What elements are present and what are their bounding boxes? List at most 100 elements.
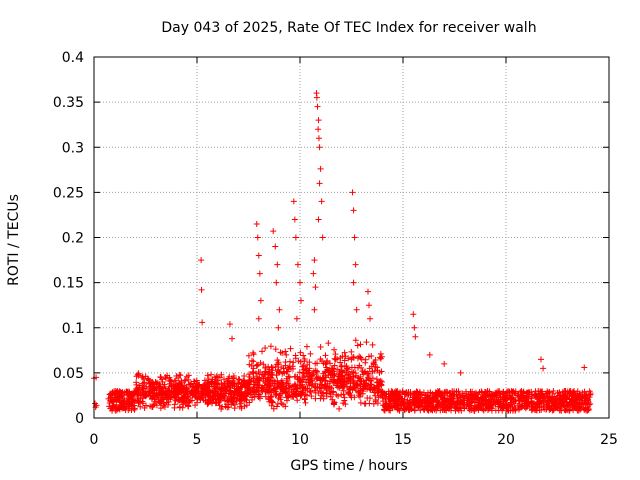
data-point [525,399,532,406]
data-point [159,396,166,403]
data-point [345,390,352,397]
data-point [558,407,565,414]
data-point [252,370,259,377]
data-point [369,387,376,394]
data-point [214,380,221,387]
data-point [206,393,213,400]
data-point [434,405,441,412]
data-point [285,373,292,380]
data-point [331,362,338,369]
data-point [113,401,120,408]
data-point [206,386,213,393]
data-point [198,286,205,293]
data-point [497,404,504,411]
data-point [346,390,353,397]
data-point [320,370,327,377]
data-point [391,389,398,396]
data-point [509,389,516,396]
data-point [231,394,238,401]
data-point [348,368,355,375]
data-point [235,376,242,383]
data-point [507,399,514,406]
data-point [207,399,214,406]
data-point [185,376,192,383]
data-point [275,395,282,402]
data-point [311,387,318,394]
data-point [133,381,140,388]
data-point [283,388,290,395]
data-point [361,369,368,376]
data-point [259,348,266,355]
data-point [134,384,141,391]
data-point [147,388,154,395]
data-point [129,403,136,410]
data-point [313,94,320,101]
data-point [372,396,379,403]
data-point [265,379,272,386]
data-point [112,407,119,414]
data-point [303,392,310,399]
data-point [347,375,354,382]
data-point [269,377,276,384]
data-point [566,391,573,398]
data-point [186,381,193,388]
data-point [473,403,480,410]
data-point [342,353,349,360]
data-point [279,384,286,391]
data-point [350,279,357,286]
data-point [125,400,132,407]
data-point [340,400,347,407]
data-point [371,359,378,366]
data-point [199,388,206,395]
data-point [154,380,161,387]
data-point [345,371,352,378]
data-point [390,402,397,409]
data-point [231,380,238,387]
data-point [443,404,450,410]
data-point [304,373,311,380]
data-point [116,406,123,413]
data-point [265,369,272,376]
chart-title: Day 043 of 2025, Rate Of TEC Index for r… [161,20,536,36]
data-point [316,144,323,151]
data-point [142,392,149,399]
data-point [411,324,418,331]
data-point [129,397,136,404]
data-point [533,394,540,401]
data-point [311,257,318,264]
data-point [297,349,304,356]
data-point [380,391,387,398]
data-point [139,389,146,396]
data-point [312,284,319,291]
data-point [315,126,322,133]
data-point [314,360,321,367]
data-point [561,388,568,395]
data-point [300,362,307,369]
data-point [254,234,261,241]
data-point [282,348,289,355]
data-point [545,402,552,409]
data-point [188,389,195,396]
data-point [295,358,302,365]
data-point [176,382,183,389]
data-point [377,350,384,357]
data-point [226,321,233,328]
data-point [415,403,422,410]
data-point [213,380,220,387]
data-point [352,337,359,344]
data-point [316,384,323,391]
data-point [332,351,339,358]
data-point [167,380,174,387]
data-point [246,385,253,392]
data-point [366,365,373,372]
data-point [478,402,485,409]
data-point [262,364,269,371]
data-point [218,387,225,394]
data-point [374,400,381,407]
data-point [562,393,569,400]
data-point [322,352,329,359]
data-point [192,393,199,400]
data-point [511,400,518,407]
data-point [222,386,229,393]
data-point [259,371,266,378]
